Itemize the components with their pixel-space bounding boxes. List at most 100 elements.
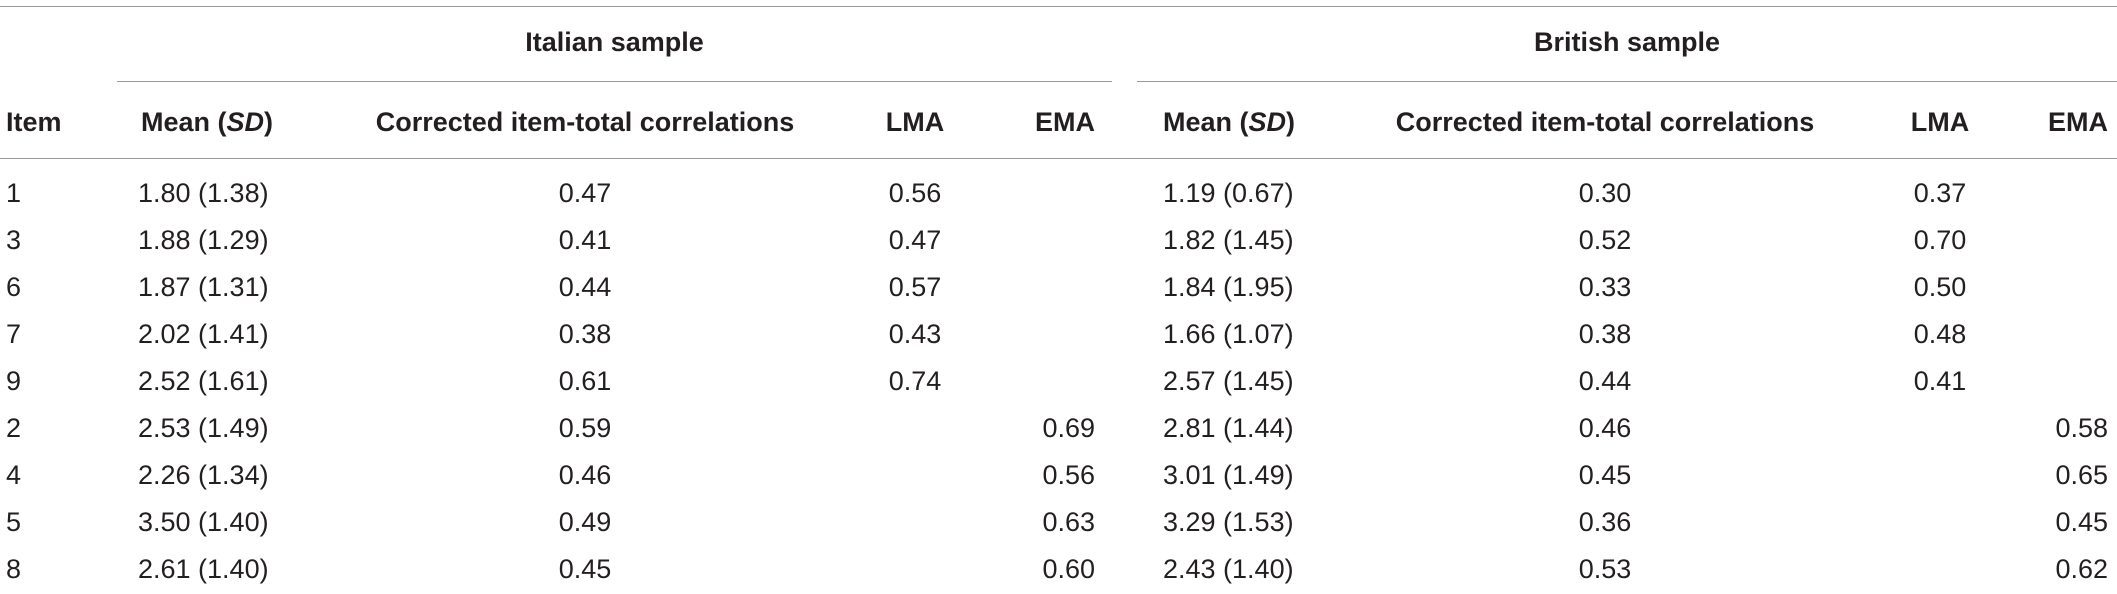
italian-ema-cell: 0.56 (1042, 460, 1095, 490)
british-lma-cell (1895, 499, 1985, 546)
british-correlation-cell: 0.52 (1578, 225, 1632, 255)
british-correlation-cell: 0.44 (1578, 366, 1632, 396)
italian-mean-cell: 2.53 (1.49) (138, 413, 269, 443)
italian-span-rule (117, 81, 1112, 82)
item-cell: 4 (6, 460, 22, 490)
british-lma-cell (1895, 546, 1985, 593)
italian-lma-cell (870, 452, 960, 499)
british-ema-cell: 0.65 (2055, 460, 2108, 490)
british-mean-cell: 2.43 (1.40) (1163, 554, 1294, 584)
italian-lma-cell (870, 546, 960, 593)
british-correlation-cell: 0.46 (1578, 413, 1632, 443)
italian-correlation-cell: 0.38 (558, 319, 612, 349)
item-cell: 7 (6, 319, 22, 349)
british-mean-cell: 3.29 (1.53) (1163, 507, 1294, 537)
italian-mean-cell: 2.52 (1.61) (138, 366, 269, 396)
mean-header-prefix: Mean ( (141, 107, 227, 137)
item-cell: 3 (6, 225, 22, 255)
british-mean-cell: 3.01 (1.49) (1163, 460, 1294, 490)
mean-header-suffix: ) (264, 107, 274, 137)
italian-lma-cell: 0.74 (888, 366, 942, 396)
british-mean-cell: 1.19 (0.67) (1163, 178, 1294, 208)
british-ema-cell (2020, 311, 2108, 358)
british-correlation-cell: 0.30 (1578, 178, 1632, 208)
table-row: 7 2.02 (1.41) 0.38 0.43 1.66 (1.07) 0.38… (0, 311, 2117, 358)
italian-ema-cell (1005, 264, 1095, 311)
mean-header-sd: SD (1248, 107, 1287, 137)
table-row: 4 2.26 (1.34) 0.46 0.56 3.01 (1.49) 0.45… (0, 452, 2117, 499)
italian-correlation-cell: 0.61 (558, 366, 612, 396)
italian-lma-header: LMA (885, 107, 945, 137)
table-row: 9 2.52 (1.61) 0.61 0.74 2.57 (1.45) 0.44… (0, 358, 2117, 405)
british-sample-heading: British sample (1533, 27, 1721, 57)
british-lma-header: LMA (1910, 107, 1970, 137)
british-ema-cell: 0.62 (2055, 554, 2108, 584)
mean-header-sd: SD (226, 107, 265, 137)
british-lma-cell: 0.50 (1913, 272, 1967, 302)
british-correlation-cell: 0.36 (1578, 507, 1632, 537)
british-span-rule (1137, 81, 2117, 82)
british-lma-cell: 0.41 (1913, 366, 1967, 396)
italian-correlation-header: Corrected item-total correlations (375, 107, 795, 137)
italian-correlation-cell: 0.47 (558, 178, 612, 208)
italian-mean-cell: 2.26 (1.34) (138, 460, 269, 490)
italian-lma-cell: 0.56 (888, 178, 942, 208)
italian-lma-cell: 0.43 (888, 319, 942, 349)
italian-lma-cell (870, 499, 960, 546)
british-correlation-cell: 0.38 (1578, 319, 1632, 349)
item-cell: 5 (6, 507, 22, 537)
british-lma-cell (1895, 405, 1985, 452)
british-mean-cell: 1.82 (1.45) (1163, 225, 1294, 255)
table-row: 8 2.61 (1.40) 0.45 0.60 2.43 (1.40) 0.53… (0, 546, 2117, 593)
item-cell: 6 (6, 272, 22, 302)
italian-ema-cell: 0.60 (1042, 554, 1095, 584)
british-mean-cell: 1.84 (1.95) (1163, 272, 1294, 302)
item-column-header: Item (6, 107, 62, 137)
italian-ema-cell (1005, 311, 1095, 358)
table-row: 6 1.87 (1.31) 0.44 0.57 1.84 (1.95) 0.33… (0, 264, 2117, 311)
item-cell: 2 (6, 413, 22, 443)
italian-ema-cell (1005, 358, 1095, 405)
italian-lma-cell (870, 405, 960, 452)
british-correlation-cell: 0.53 (1578, 554, 1632, 584)
british-correlation-cell: 0.33 (1578, 272, 1632, 302)
italian-correlation-cell: 0.59 (558, 413, 612, 443)
british-ema-cell (2020, 170, 2108, 217)
italian-correlation-cell: 0.44 (558, 272, 612, 302)
italian-mean-cell: 1.88 (1.29) (138, 225, 269, 255)
italian-mean-cell: 2.61 (1.40) (138, 554, 269, 584)
item-cell: 8 (6, 554, 22, 584)
italian-correlation-cell: 0.46 (558, 460, 612, 490)
italian-mean-cell: 1.80 (1.38) (138, 178, 269, 208)
british-lma-cell: 0.70 (1913, 225, 1967, 255)
british-ema-header: EMA (2048, 107, 2108, 137)
british-ema-cell (2020, 217, 2108, 264)
british-ema-cell (2020, 358, 2108, 405)
italian-lma-cell: 0.57 (888, 272, 942, 302)
table-row: 3 1.88 (1.29) 0.41 0.47 1.82 (1.45) 0.52… (0, 217, 2117, 264)
table-row: 1 1.80 (1.38) 0.47 0.56 1.19 (0.67) 0.30… (0, 170, 2117, 217)
italian-ema-cell (1005, 217, 1095, 264)
british-mean-cell: 2.81 (1.44) (1163, 413, 1294, 443)
british-mean-cell: 2.57 (1.45) (1163, 366, 1294, 396)
table-row: 2 2.53 (1.49) 0.59 0.69 2.81 (1.44) 0.46… (0, 405, 2117, 452)
british-ema-cell: 0.58 (2055, 413, 2108, 443)
italian-ema-cell: 0.69 (1042, 413, 1095, 443)
british-ema-cell: 0.45 (2055, 507, 2108, 537)
italian-mean-cell: 2.02 (1.41) (138, 319, 269, 349)
italian-mean-header: Mean (SD) (141, 102, 291, 142)
italian-ema-header: EMA (1035, 107, 1095, 137)
table-top-rule (0, 6, 2117, 7)
british-mean-cell: 1.66 (1.07) (1163, 319, 1294, 349)
italian-mean-cell: 3.50 (1.40) (138, 507, 269, 537)
mean-header-suffix: ) (1286, 107, 1296, 137)
british-correlation-cell: 0.45 (1578, 460, 1632, 490)
british-lma-cell (1895, 452, 1985, 499)
mean-header-prefix: Mean ( (1163, 107, 1249, 137)
italian-ema-cell (1005, 170, 1095, 217)
british-lma-cell: 0.37 (1913, 178, 1967, 208)
italian-mean-cell: 1.87 (1.31) (138, 272, 269, 302)
british-ema-cell (2020, 264, 2108, 311)
item-cell: 9 (6, 366, 22, 396)
british-mean-header: Mean (SD) (1163, 102, 1313, 142)
